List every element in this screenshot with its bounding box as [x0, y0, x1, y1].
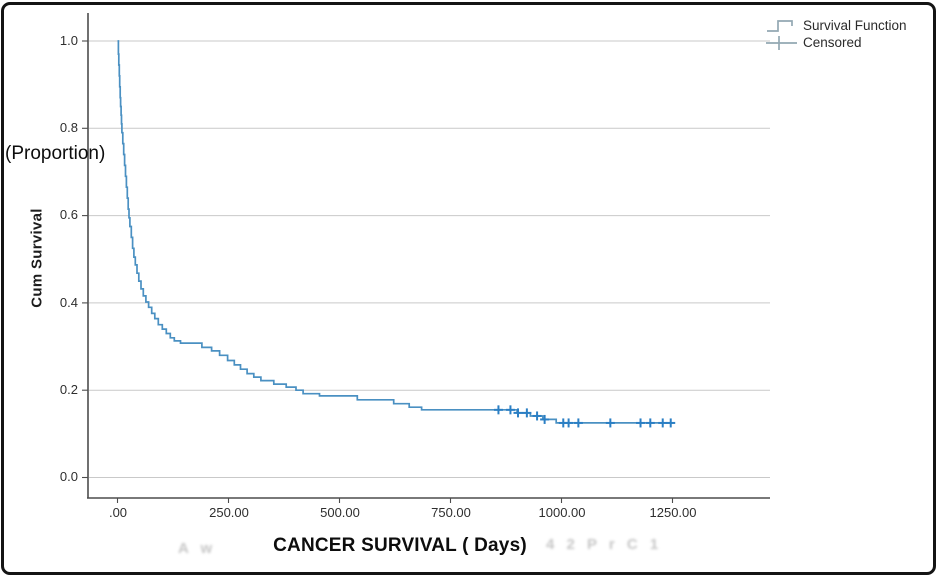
- legend: Survival Function Censored: [766, 17, 907, 51]
- y-tick-0.2: 0.2: [59, 382, 78, 397]
- y-tick-0.0: 0.0: [59, 469, 78, 484]
- survival-curve: [117, 40, 674, 424]
- y-axis-title: Cum Survival: [28, 208, 46, 308]
- x-tick-1000: 1000.00: [538, 505, 586, 520]
- step-line-icon: [767, 19, 793, 32]
- legend-entry-censored: Censored: [766, 34, 907, 51]
- gridlines: [89, 40, 770, 478]
- x-tick-750: 750.00: [431, 505, 471, 520]
- legend-label-survival-function: Survival Function: [803, 18, 907, 33]
- legend-entry-survival-function: Survival Function: [766, 17, 907, 34]
- watermark-fragment: A w: [178, 540, 217, 557]
- y-tick-0.8: 0.8: [59, 120, 78, 135]
- plus-icon: [766, 35, 797, 50]
- y-tick-0.4: 0.4: [59, 295, 78, 310]
- x-axis-title: CANCER SURVIVAL ( Days): [273, 535, 527, 556]
- x-tick-1250: 1250.00: [649, 505, 697, 520]
- y-tick-0.6: 0.6: [59, 207, 78, 222]
- x-tick-250: 250.00: [209, 505, 249, 520]
- censored-marks: [493, 405, 676, 428]
- y-axis-annotation: (Proportion): [5, 143, 106, 164]
- y-tick-1.0: 1.0: [59, 33, 78, 48]
- legend-label-censored: Censored: [803, 35, 862, 50]
- watermark-fragment: 4 2 P r C 1: [546, 536, 663, 553]
- axes: [82, 13, 770, 503]
- x-tick-0: .00: [108, 505, 128, 520]
- x-tick-500: 500.00: [320, 505, 360, 520]
